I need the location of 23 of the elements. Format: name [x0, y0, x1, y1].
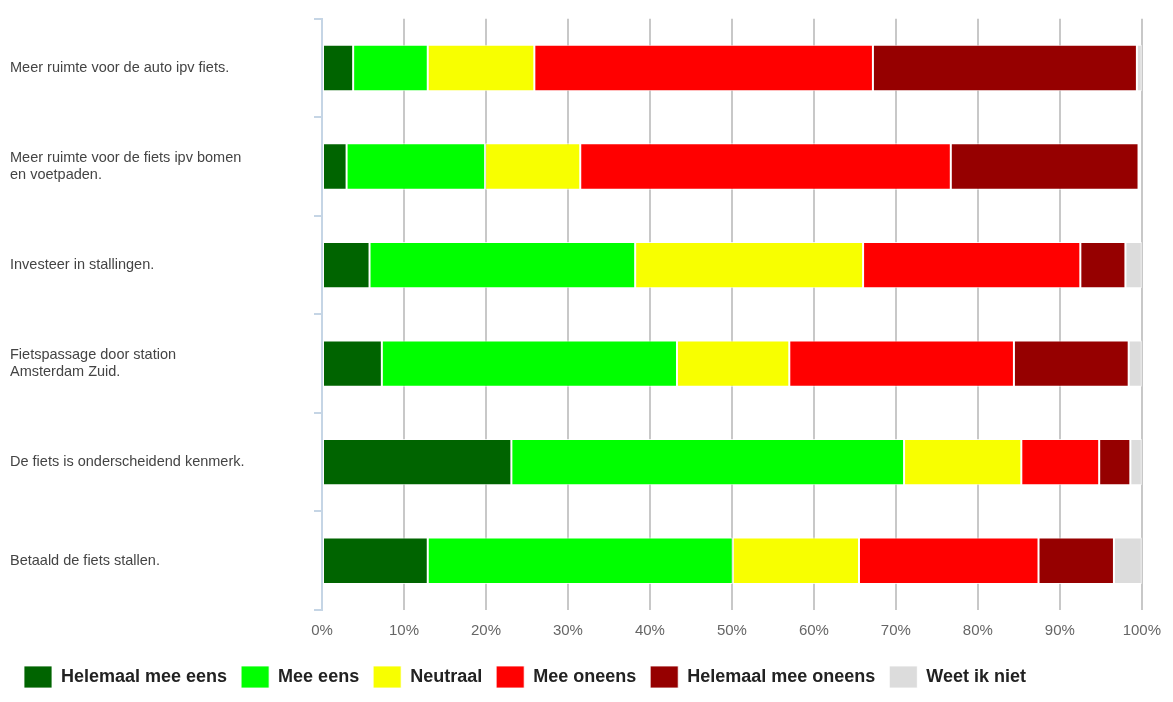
legend-label: Helemaal mee eens [61, 665, 228, 686]
x-tick-label: 30% [552, 621, 583, 639]
x-tick-label: 80% [962, 621, 993, 639]
y-tick-label: Investeer in stallingen. [10, 256, 155, 273]
x-tick-label: 70% [880, 621, 911, 639]
x-tick-label: 100% [1122, 621, 1162, 639]
x-tick-label: 90% [1044, 621, 1075, 639]
x-tick-label: 10% [388, 621, 419, 639]
legend-label: Mee eens [278, 665, 360, 686]
x-tick-label: 40% [634, 621, 665, 639]
y-tick-label: Fietspassage door station Amsterdam Zuid. [10, 345, 177, 380]
legend-label: Neutraal [410, 665, 483, 686]
x-tick-label: 50% [716, 621, 747, 639]
legend-label: Weet ik niet [926, 665, 1027, 686]
y-tick-label: Meer ruimte voor de fiets ipv bomen en voetpaden. [10, 148, 242, 183]
y-tick-label: Betaald de fiets stallen. [10, 551, 160, 568]
y-tick-label: De fiets is onderscheidend kenmerk. [10, 453, 245, 470]
y-tick-label: Meer ruimte voor de auto ipv fiets. [10, 58, 230, 75]
x-tick-label: 20% [470, 621, 501, 639]
x-tick-label: 0% [311, 621, 333, 639]
legend-label: Mee oneens [533, 665, 637, 686]
x-tick-label: 60% [798, 621, 829, 639]
legend-label: Helemaal mee oneens [687, 665, 876, 686]
